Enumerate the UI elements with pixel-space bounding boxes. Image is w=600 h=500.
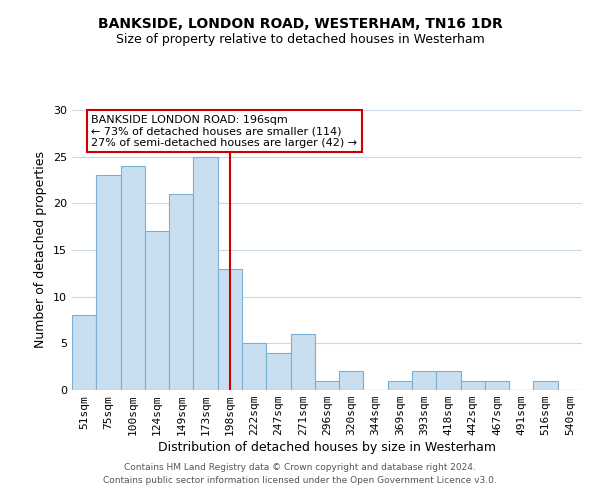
Bar <box>266 352 290 390</box>
Bar <box>145 232 169 390</box>
Text: Contains HM Land Registry data © Crown copyright and database right 2024.
Contai: Contains HM Land Registry data © Crown c… <box>103 463 497 485</box>
Bar <box>461 380 485 390</box>
Y-axis label: Number of detached properties: Number of detached properties <box>34 152 47 348</box>
Text: Size of property relative to detached houses in Westerham: Size of property relative to detached ho… <box>116 32 484 46</box>
Bar <box>412 372 436 390</box>
Bar <box>242 344 266 390</box>
Bar <box>193 156 218 390</box>
Bar <box>485 380 509 390</box>
Bar <box>218 268 242 390</box>
Bar <box>315 380 339 390</box>
Bar <box>436 372 461 390</box>
Bar <box>388 380 412 390</box>
Bar <box>169 194 193 390</box>
Bar <box>121 166 145 390</box>
Bar <box>290 334 315 390</box>
Bar <box>533 380 558 390</box>
Bar <box>96 176 121 390</box>
X-axis label: Distribution of detached houses by size in Westerham: Distribution of detached houses by size … <box>158 441 496 454</box>
Bar <box>339 372 364 390</box>
Text: BANKSIDE, LONDON ROAD, WESTERHAM, TN16 1DR: BANKSIDE, LONDON ROAD, WESTERHAM, TN16 1… <box>98 18 502 32</box>
Text: BANKSIDE LONDON ROAD: 196sqm
← 73% of detached houses are smaller (114)
27% of s: BANKSIDE LONDON ROAD: 196sqm ← 73% of de… <box>91 114 358 148</box>
Bar <box>72 316 96 390</box>
